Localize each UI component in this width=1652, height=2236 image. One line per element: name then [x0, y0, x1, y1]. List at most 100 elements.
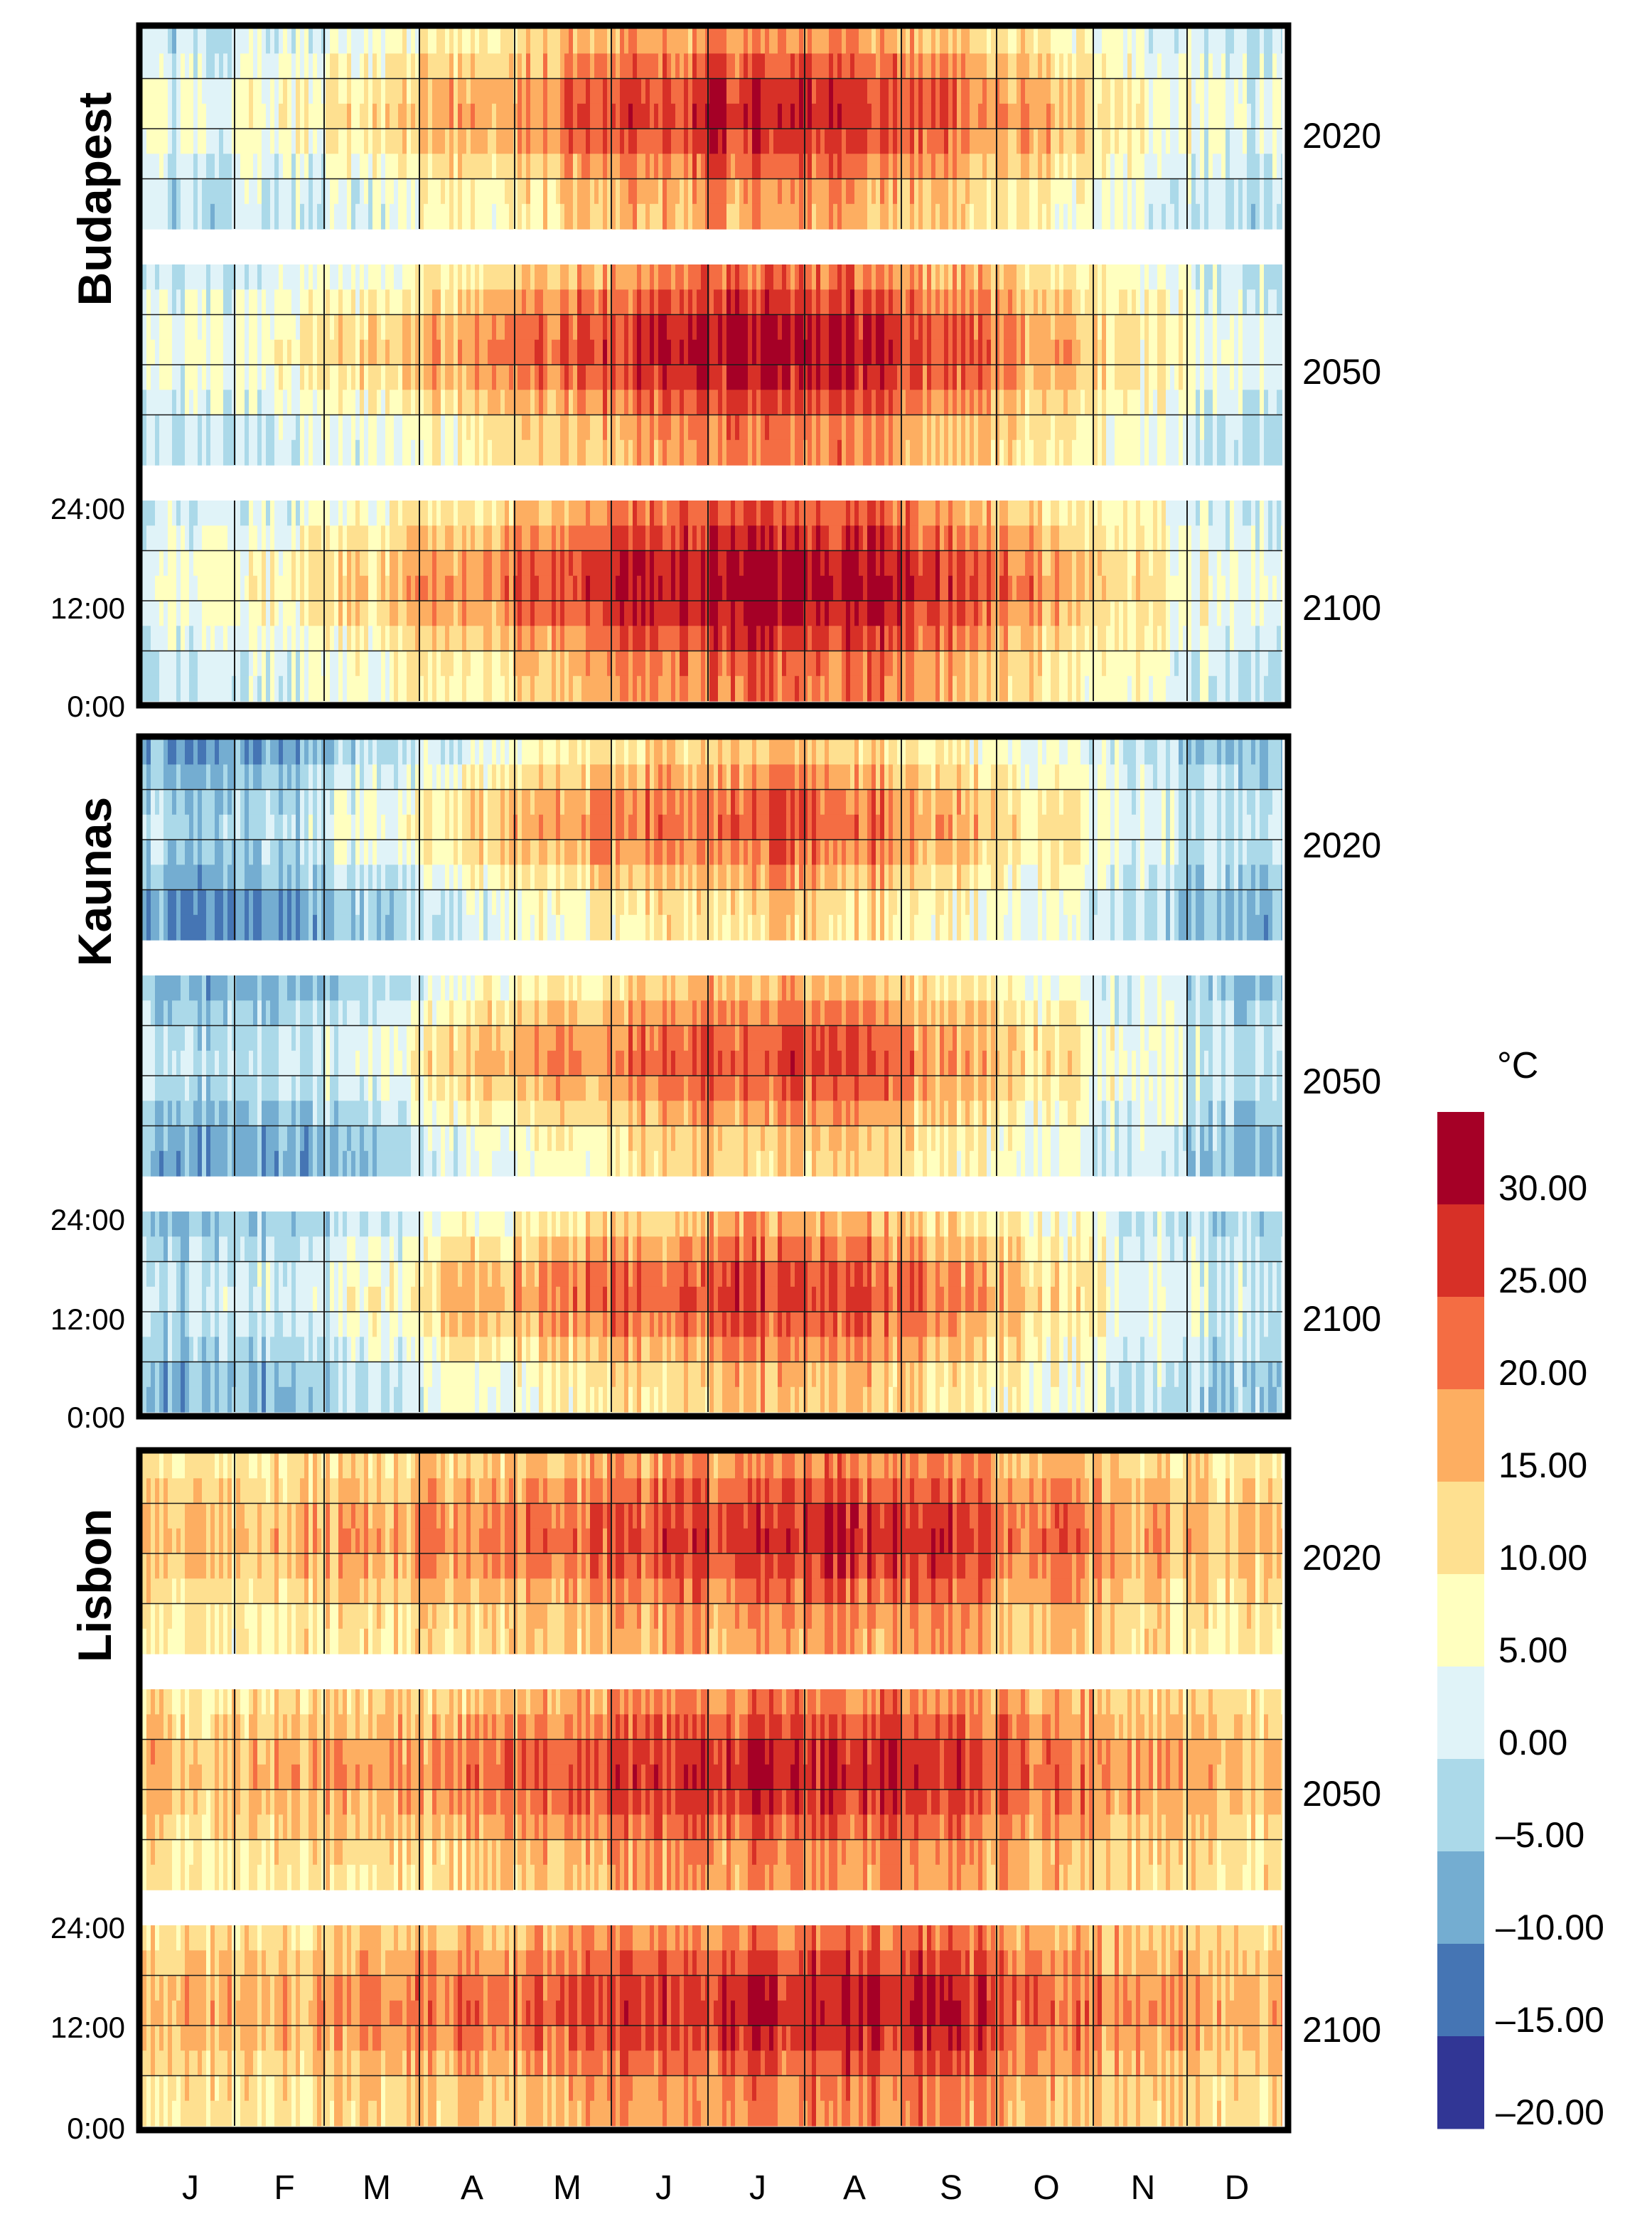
heatmap-cell: [1132, 154, 1136, 179]
heatmap-cell: [1119, 28, 1123, 54]
heatmap-cell: [390, 204, 394, 230]
heatmap-cell: [1063, 53, 1068, 79]
heatmap-cell: [458, 79, 462, 105]
heatmap-cell: [176, 79, 181, 105]
heatmap-cell: [752, 79, 756, 105]
heatmap-cell: [1021, 179, 1025, 205]
heatmap-cell: [1012, 440, 1017, 466]
heatmap-cell: [599, 53, 603, 79]
heatmap-cell: [1153, 390, 1157, 415]
heatmap-cell: [556, 415, 560, 441]
heatmap-cell: [360, 129, 364, 154]
heatmap-cell: [1072, 340, 1076, 365]
heatmap-cell: [1234, 79, 1238, 105]
heatmap-cell: [236, 179, 240, 205]
heatmap-cell: [1119, 154, 1123, 179]
heatmap-cell: [850, 104, 854, 129]
heatmap-cell: [594, 415, 599, 441]
heatmap-cell: [641, 204, 645, 230]
heatmap-cell: [889, 289, 893, 315]
heatmap-cell: [189, 104, 193, 129]
heatmap-cell: [313, 129, 317, 154]
heatmap-cell: [1017, 104, 1021, 129]
heatmap-cell: [279, 104, 283, 129]
heatmap-cell: [573, 340, 577, 365]
heatmap-cell: [773, 440, 778, 466]
heatmap-cell: [539, 390, 543, 415]
heatmap-cell: [628, 340, 633, 365]
heatmap-cell: [940, 264, 944, 290]
heatmap-cell: [1225, 53, 1230, 79]
heatmap-cell: [364, 104, 368, 129]
heatmap-cell: [940, 104, 944, 129]
heatmap-cell: [854, 204, 859, 230]
heatmap-cell: [633, 440, 637, 466]
heatmap-cell: [347, 315, 351, 341]
heatmap-cell: [1162, 129, 1166, 154]
heatmap-cell: [637, 264, 641, 290]
heatmap-cell: [1085, 79, 1089, 105]
heatmap-cell: [492, 289, 496, 315]
heatmap-cell: [1144, 264, 1149, 290]
heatmap-cell: [142, 289, 146, 315]
heatmap-cell: [334, 340, 338, 365]
heatmap-cell: [483, 204, 488, 230]
heatmap-cell: [1225, 104, 1230, 129]
heatmap-cell: [658, 28, 663, 54]
heatmap-cell: [859, 289, 863, 315]
heatmap-cell: [1004, 129, 1008, 154]
heatmap-cell: [744, 204, 748, 230]
heatmap-cell: [300, 315, 304, 341]
heatmap-cell: [407, 390, 411, 415]
heatmap-cell: [249, 340, 253, 365]
heatmap-cell: [603, 129, 607, 154]
heatmap-cell: [309, 154, 313, 179]
heatmap-cell: [526, 79, 530, 105]
heatmap-cell: [372, 104, 377, 129]
heatmap-cell: [748, 204, 752, 230]
heatmap-cell: [436, 179, 441, 205]
heatmap-cell: [274, 28, 279, 54]
heatmap-cell: [372, 440, 377, 466]
heatmap-cell: [906, 104, 910, 129]
heatmap-cell: [889, 390, 893, 415]
heatmap-cell: [697, 179, 701, 205]
heatmap-cell: [334, 264, 338, 290]
heatmap-cell: [564, 79, 569, 105]
heatmap-cell: [206, 179, 210, 205]
heatmap-cell: [581, 179, 586, 205]
heatmap-cell: [586, 79, 590, 105]
heatmap-cell: [198, 440, 202, 466]
heatmap-cell: [850, 53, 854, 79]
heatmap-cell: [441, 365, 445, 390]
heatmap-cell: [739, 315, 744, 341]
heatmap-cell: [556, 179, 560, 205]
heatmap-cell: [181, 28, 185, 54]
heatmap-cell: [552, 204, 556, 230]
heatmap-cell: [539, 104, 543, 129]
heatmap-cell: [808, 79, 812, 105]
heatmap-cell: [424, 289, 428, 315]
heatmap-cell: [390, 79, 394, 105]
heatmap-cell: [483, 104, 488, 129]
heatmap-cell: [564, 154, 569, 179]
heatmap-cell: [411, 53, 415, 79]
heatmap-cell: [825, 179, 829, 205]
heatmap-cell: [189, 315, 193, 341]
heatmap-cell: [1162, 340, 1166, 365]
heatmap-cell: [1127, 340, 1132, 365]
heatmap-cell: [709, 340, 714, 365]
heatmap-cell: [466, 79, 471, 105]
heatmap-cell: [1025, 440, 1029, 466]
heatmap-cell: [876, 79, 880, 105]
heatmap-cell: [658, 264, 663, 290]
heatmap-cell: [488, 79, 492, 105]
heatmap-cell: [334, 390, 338, 415]
heatmap-cell: [313, 53, 317, 79]
heatmap-cell: [547, 390, 552, 415]
heatmap-cell: [1157, 129, 1162, 154]
heatmap-cell: [970, 104, 974, 129]
heatmap-cell: [876, 129, 880, 154]
heatmap-cell: [603, 53, 607, 79]
heatmap-cell: [377, 204, 381, 230]
